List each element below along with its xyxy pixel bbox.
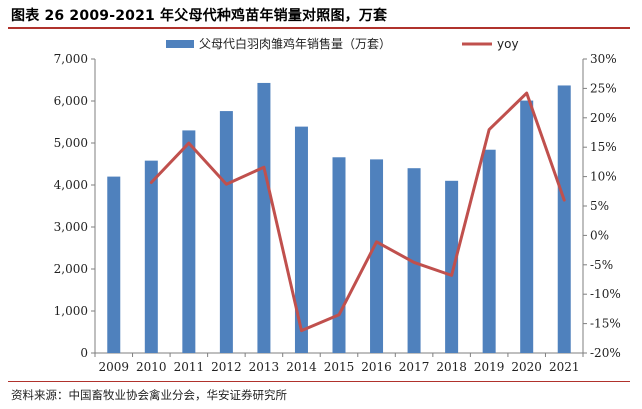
yoy-point-2020: [526, 92, 528, 94]
yoy-point-2011: [188, 142, 190, 144]
yoy-line: [149, 91, 566, 333]
x-tick-label: 2020: [511, 360, 542, 374]
legend-bar-swatch: [166, 40, 194, 48]
bar-2017: [407, 168, 421, 353]
y-right-tick-label: -20%: [590, 346, 621, 360]
y-left-tick-label: 0: [80, 346, 88, 360]
x-tick-label: 2009: [98, 360, 129, 374]
y-right-tick-label: 10%: [590, 170, 617, 184]
x-tick-label: 2021: [549, 360, 580, 374]
yoy-series: [149, 91, 566, 333]
x-tick-label: 2015: [324, 360, 355, 374]
bar-2009: [107, 176, 121, 353]
chart-title: 图表 26 2009-2021 年父母代种鸡苗年销量对照图，万套: [11, 8, 388, 24]
yoy-point-2014: [300, 330, 302, 332]
yoy-point-2017: [413, 261, 415, 263]
y-right-tick-label: 20%: [590, 111, 617, 125]
x-tick-label: 2018: [436, 360, 467, 374]
bar-2010: [144, 160, 158, 353]
bar-2015: [332, 157, 346, 353]
x-tick-label: 2016: [361, 360, 392, 374]
y-right-tick-label: -10%: [590, 287, 621, 301]
y-left-tick-label: 7,000: [54, 52, 88, 66]
bar-series: [107, 82, 571, 354]
bar-2018: [445, 180, 459, 353]
y-left-tick-label: 1,000: [54, 304, 88, 318]
y-left-tick-label: 3,000: [54, 220, 88, 234]
chart-axes: 0 1,000 2,000 3,000 4,000 5,000 6,000 7,000 -20%…: [54, 52, 621, 374]
y-left-tick-label: 4,000: [54, 178, 88, 192]
x-tick-label: 2011: [174, 360, 205, 374]
y-right-tick-label: -5%: [590, 258, 613, 272]
y-left-tick-label: 5,000: [54, 136, 88, 150]
x-tick-label: 2014: [286, 360, 317, 374]
yoy-point-2019: [488, 129, 490, 131]
yoy-point-2013: [263, 166, 265, 168]
bar-2013: [257, 82, 271, 353]
bar-2016: [370, 159, 384, 353]
x-tick-label: 2013: [249, 360, 280, 374]
yoy-point-2016: [376, 241, 378, 243]
yoy-point-2012: [225, 183, 227, 185]
y-right-tick-label: 5%: [590, 199, 609, 213]
y-right-tick-label: -15%: [590, 317, 621, 331]
source-note: 资料来源：中国畜牧业协会禽业分会，华安证券研究所: [11, 388, 287, 402]
bar-2012: [219, 111, 233, 353]
y-left-tick-label: 6,000: [54, 94, 88, 108]
legend-bar-label: 父母代白羽肉雏鸡年销售量（万套）: [199, 36, 391, 51]
yoy-point-2021: [563, 199, 565, 201]
x-tick-label: 2017: [399, 360, 430, 374]
title-rule: [8, 27, 630, 29]
legend: 父母代白羽肉雏鸡年销售量（万套） yoy: [166, 36, 519, 51]
bar-2019: [482, 149, 496, 353]
x-tick-label: 2010: [136, 360, 167, 374]
x-tick-label: 2019: [474, 360, 505, 374]
legend-line-label: yoy: [497, 37, 519, 51]
yoy-point-2018: [451, 274, 453, 276]
y-left-tick-label: 2,000: [54, 262, 88, 276]
bar-2014: [294, 126, 308, 354]
bar-2021: [557, 85, 571, 354]
y-right-tick-label: 25%: [590, 81, 617, 95]
y-right-tick-label: 0%: [590, 228, 609, 242]
x-tick-label: 2012: [211, 360, 242, 374]
yoy-point-2010: [150, 181, 152, 183]
bar-2011: [182, 130, 196, 353]
yoy-point-2015: [338, 314, 340, 316]
source-rule: [8, 381, 630, 382]
y-right-tick-label: 15%: [590, 140, 617, 154]
bar-2020: [520, 100, 534, 353]
y-right-tick-label: 30%: [590, 52, 617, 66]
